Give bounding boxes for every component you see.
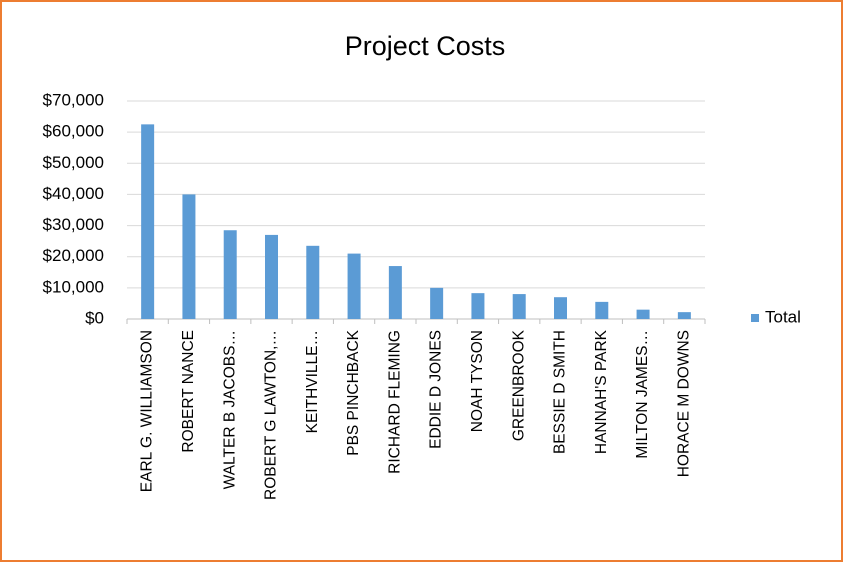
bar <box>636 309 650 319</box>
x-tick-label: ROBERT G LAWTON,… <box>263 330 280 500</box>
x-tick-label: MILTON JAMES… <box>634 330 651 459</box>
y-tick-label: $40,000 <box>43 184 104 203</box>
y-tick-label: $20,000 <box>43 246 104 265</box>
bar <box>306 245 320 319</box>
legend-swatch <box>751 314 759 322</box>
x-tick-label: WALTER B JACOBS… <box>221 330 238 489</box>
bar <box>554 297 567 319</box>
x-tick-label: NOAH TYSON <box>469 330 486 432</box>
bar <box>347 253 361 319</box>
x-tick-label: HORACE M DOWNS <box>675 330 692 477</box>
y-tick-label: $0 <box>85 308 104 327</box>
bar <box>388 266 402 319</box>
chart-title: Project Costs <box>345 31 506 61</box>
y-tick-label: $50,000 <box>43 153 104 172</box>
x-tick-label: HANNAH'S PARK <box>593 329 610 454</box>
y-tick-label: $60,000 <box>43 122 104 141</box>
bar <box>595 301 609 319</box>
bar <box>677 312 691 319</box>
x-tick-label: EDDIE D JONES <box>428 330 445 449</box>
bar <box>141 124 155 319</box>
y-tick-label: $10,000 <box>43 277 104 296</box>
bar <box>182 194 196 319</box>
x-tick-label: KEITHVILLE… <box>304 330 321 433</box>
x-tick-label: RICHARD FLEMING <box>386 330 403 474</box>
x-tick-label: ROBERT NANCE <box>180 330 197 453</box>
x-tick-label: EARL G. WILLIAMSON <box>139 330 156 492</box>
y-tick-label: $30,000 <box>43 215 104 234</box>
bar <box>430 287 444 319</box>
y-tick-label: $70,000 <box>43 90 104 109</box>
bar <box>265 234 278 319</box>
bar <box>471 293 485 319</box>
x-tick-label: PBS PINCHBACK <box>345 329 362 455</box>
legend-label: Total <box>765 307 801 326</box>
x-tick-label: BESSIE D SMITH <box>552 330 569 454</box>
bar <box>512 294 526 319</box>
x-tick-label: GREENBROOK <box>510 329 527 441</box>
bar <box>223 230 237 319</box>
